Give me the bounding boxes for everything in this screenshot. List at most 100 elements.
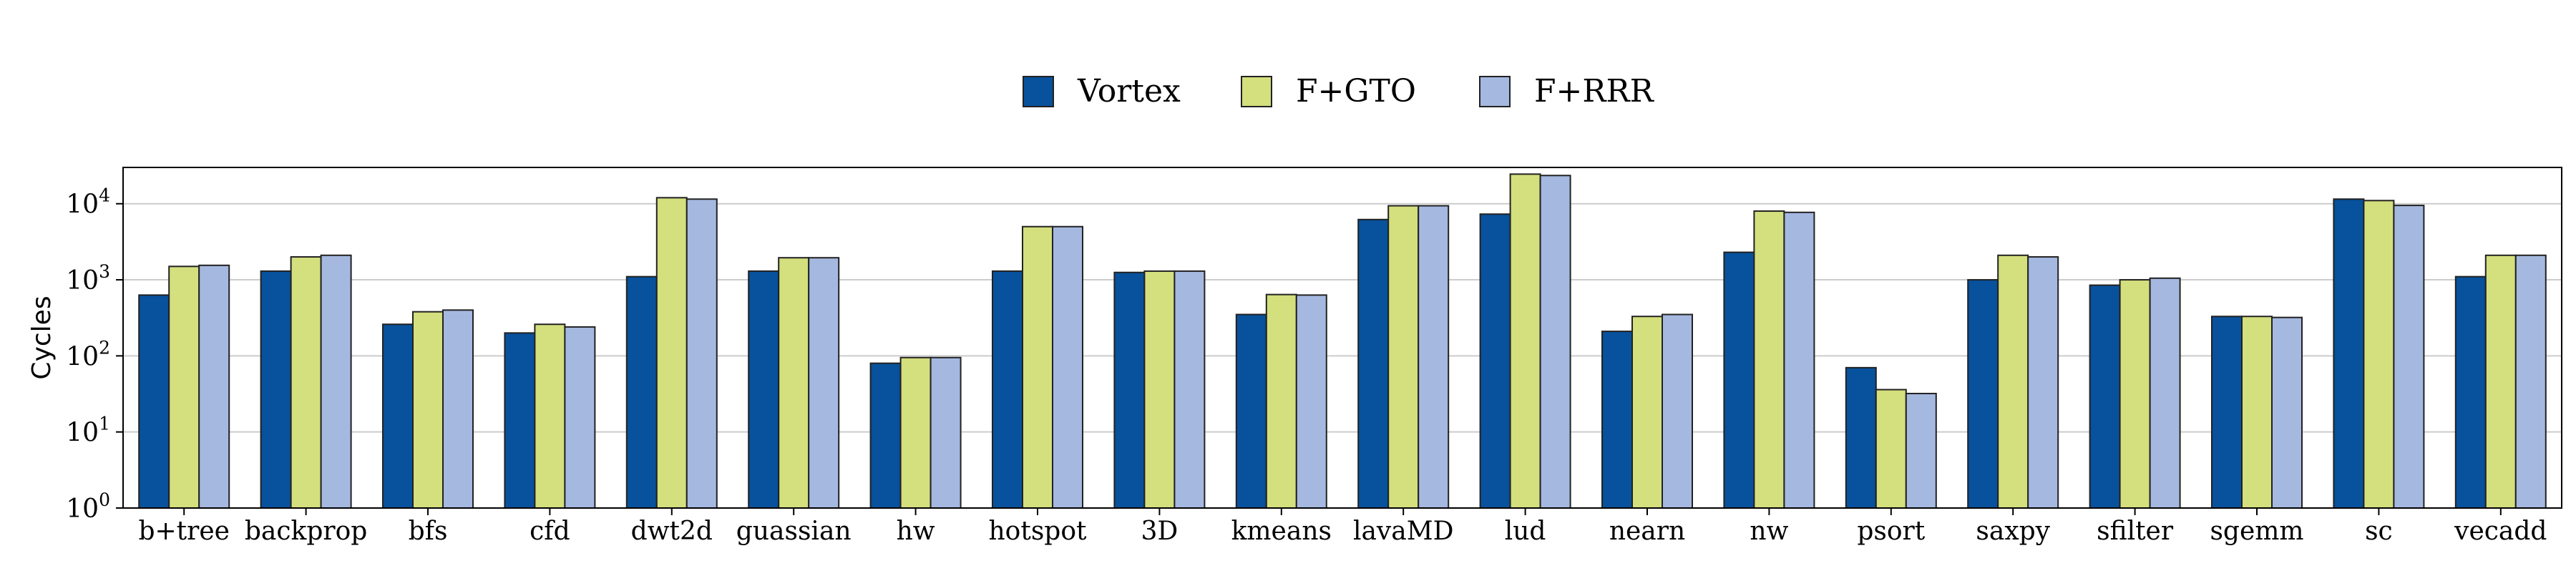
bar-vortex-dwt2d: [625, 275, 658, 509]
y-tick-base: 10: [66, 190, 99, 220]
bar-vortex-sfilter: [2089, 284, 2121, 509]
x-tick-label: sfilter: [2097, 517, 2174, 546]
y-tick-base: 10: [66, 419, 99, 448]
bar-f-rrr-cfd: [564, 326, 596, 509]
x-tick-label: hw: [897, 517, 935, 546]
y-tick-exponent: 3: [99, 261, 110, 282]
x-tick-label: bfs: [409, 517, 448, 546]
bar-f-rrr-sfilter: [2149, 277, 2181, 509]
x-tick-label: guassian: [736, 517, 852, 546]
bar-f-gto-lavamd: [1387, 205, 1420, 509]
bar-f-gto-vecadd: [2484, 254, 2517, 509]
bar-f-rrr-psort: [1905, 392, 1937, 509]
bar-f-rrr-lavamd: [1418, 205, 1450, 509]
bar-f-rrr-b-tree: [198, 264, 230, 509]
y-tick-exponent: 2: [99, 337, 110, 358]
bar-f-gto-kmeans: [1265, 293, 1297, 509]
bar-vortex-hw: [869, 362, 902, 509]
bar-vortex-nw: [1723, 251, 1755, 509]
bar-vortex-kmeans: [1235, 313, 1267, 509]
bar-vortex-cfd: [504, 332, 536, 509]
y-tick-base: 10: [66, 494, 99, 524]
bar-vortex-hotspot: [992, 270, 1023, 509]
bar-f-rrr-vecadd: [2514, 254, 2547, 509]
bar-f-gto-3d: [1143, 270, 1176, 509]
y-tick-exponent: 4: [99, 185, 110, 206]
legend-label: Vortex: [1077, 73, 1181, 109]
x-tick-label: sgemm: [2210, 517, 2303, 546]
bar-f-gto-nw: [1753, 210, 1785, 509]
y-tick-label: 102: [66, 337, 110, 371]
bar-f-gto-sc: [2363, 200, 2395, 509]
bar-f-gto-dwt2d: [655, 197, 688, 509]
bar-f-rrr-nearn: [1662, 313, 1693, 509]
bar-vortex-vecadd: [2454, 275, 2487, 509]
bars-layer: [138, 173, 2547, 509]
bar-vortex-3d: [1113, 271, 1146, 509]
x-tick-label: psort: [1857, 517, 1925, 546]
bar-vortex-b-tree: [138, 294, 170, 509]
bar-f-gto-sfilter: [2119, 279, 2151, 509]
bar-f-rrr-saxpy: [2027, 256, 2059, 509]
bar-f-rrr-hotspot: [1052, 225, 1083, 509]
bar-f-gto-sgemm: [2241, 316, 2273, 509]
bar-vortex-saxpy: [1967, 279, 1999, 509]
y-tick-base: 10: [66, 266, 99, 296]
bar-f-rrr-dwt2d: [686, 198, 718, 509]
bar-f-gto-lud: [1509, 173, 1541, 509]
bar-f-gto-backprop: [290, 256, 322, 509]
bar-vortex-lud: [1479, 213, 1511, 509]
x-tick-label: 3D: [1141, 517, 1179, 546]
legend-label: F+GTO: [1296, 73, 1416, 109]
bar-vortex-lavamd: [1357, 218, 1390, 509]
x-tick-label: sc: [2365, 517, 2393, 546]
bar-f-gto-b-tree: [168, 265, 200, 509]
bar-f-gto-psort: [1875, 389, 1907, 509]
bar-f-rrr-sgemm: [2271, 316, 2303, 509]
bar-f-rrr-guassian: [808, 257, 840, 509]
grid-layer: [123, 202, 2562, 509]
x-tick-label: lud: [1505, 517, 1546, 546]
x-tick-label: nearn: [1609, 517, 1685, 546]
bar-f-gto-bfs: [412, 311, 444, 509]
x-axis: b+tree backprop bfs cfd dwt2d guassian hw hotsp…: [138, 508, 2547, 546]
bar-f-rrr-3d: [1174, 270, 1206, 509]
legend: Vortex F+GTO F+RRR: [1023, 73, 1655, 109]
bar-f-gto-guassian: [778, 257, 810, 509]
plot-frame: [122, 167, 2562, 509]
x-tick-label: kmeans: [1231, 517, 1332, 546]
x-tick-label: cfd: [530, 517, 570, 546]
y-tick-exponent: 0: [99, 489, 110, 510]
x-tick-label: b+tree: [138, 517, 230, 546]
y-axis-title: Cycles: [27, 296, 57, 379]
bar-f-rrr-kmeans: [1295, 294, 1327, 509]
bar-f-rrr-nw: [1783, 211, 1815, 509]
x-tick-label: hotspot: [989, 517, 1088, 546]
bar-f-rrr-lud: [1539, 175, 1571, 509]
x-tick-label: saxpy: [1976, 517, 2050, 546]
x-tick-label: dwt2d: [631, 517, 713, 546]
bar-f-rrr-bfs: [442, 309, 474, 509]
bar-f-rrr-sc: [2393, 205, 2425, 509]
legend-swatch: [1479, 76, 1511, 107]
legend-swatch: [1241, 76, 1272, 107]
y-tick-label: 101: [66, 414, 110, 448]
x-tick-label: nw: [1750, 517, 1788, 546]
bar-vortex-sc: [2333, 198, 2365, 509]
y-tick-label: 103: [66, 261, 110, 296]
bar-f-gto-hw: [899, 356, 932, 509]
y-tick-label: 100: [66, 489, 110, 524]
bar-f-gto-saxpy: [1997, 254, 2029, 509]
bar-vortex-nearn: [1601, 331, 1633, 509]
bar-f-gto-nearn: [1631, 316, 1663, 509]
y-tick-label: 104: [66, 185, 110, 220]
x-tick-label: backprop: [245, 517, 367, 546]
bar-vortex-bfs: [382, 323, 414, 509]
legend-swatch: [1023, 76, 1054, 107]
x-tick-label: lavaMD: [1353, 517, 1454, 546]
bar-f-rrr-backprop: [320, 254, 352, 509]
bar-vortex-sgemm: [2211, 316, 2243, 509]
